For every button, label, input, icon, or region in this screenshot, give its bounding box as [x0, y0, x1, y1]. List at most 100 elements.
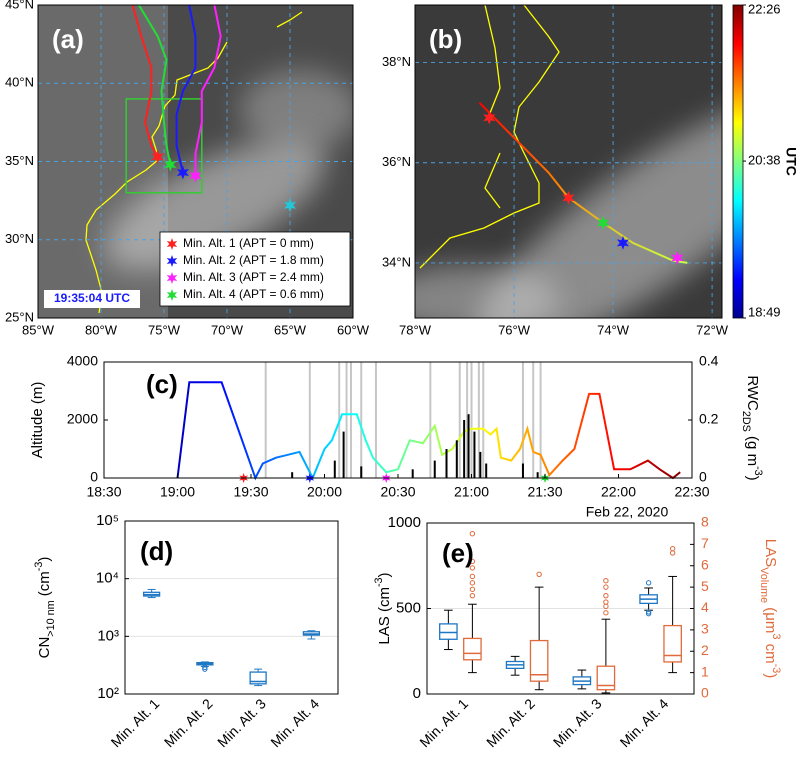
outlier	[536, 571, 542, 577]
y-tick-label: 10⁵	[96, 512, 119, 529]
legend-swatch	[166, 238, 178, 250]
location-star	[283, 198, 297, 213]
outlier	[645, 609, 652, 615]
outlier	[669, 550, 676, 556]
x-tick-label: 21:00	[454, 484, 489, 500]
panel-label: (a)	[52, 24, 84, 54]
x-tick-label: Min. Alt. 1	[108, 695, 163, 750]
panel-label: (b)	[429, 24, 462, 54]
x-tick-label: Min. Alt. 4	[267, 695, 322, 750]
y2-tick-label: 0.4	[699, 353, 719, 369]
y-axis-label-part: CN	[36, 637, 53, 659]
y2-tick-label: 2	[701, 642, 709, 658]
location-star	[616, 235, 629, 250]
x-tick-label: 70°W	[211, 322, 244, 337]
y-tick-label: 10²	[97, 685, 119, 702]
legend-label: Min. Alt. 2 (APT = 1.8 mm)	[183, 253, 324, 267]
trajectory	[137, 4, 172, 165]
x-tick-label: 75°W	[148, 322, 181, 337]
y-tick-label: 10⁴	[96, 570, 119, 587]
x-tick-label: 20:30	[380, 484, 415, 500]
x-tick-label: 22:30	[674, 484, 709, 500]
y2-tick-label: 6	[701, 556, 709, 572]
panel-label: (e)	[442, 538, 474, 568]
y2-axis-label-part: LAS	[762, 539, 779, 567]
trajectory-end-star	[176, 165, 189, 180]
x-tick-label: 20:00	[307, 484, 342, 500]
rwc-bar	[455, 440, 458, 478]
y2-tick-label: 0	[701, 685, 709, 701]
y-axis-label: CN>10 nm (cm-3)	[33, 557, 57, 659]
y-tick-label: 30°N	[5, 231, 34, 246]
x-tick-label: 65°W	[274, 322, 307, 337]
y-axis-label-part: (cm	[36, 571, 53, 600]
rwc-bar	[360, 466, 363, 478]
y2-tick-label: 3	[701, 621, 709, 637]
x-tick-label: 19:00	[160, 484, 195, 500]
trajectory-end-star	[189, 168, 202, 183]
y2-tick-label: 8	[701, 514, 709, 530]
y2-tick-label: 7	[701, 535, 709, 551]
trajectory	[131, 4, 159, 158]
panel-label: (c)	[146, 369, 178, 399]
trajectory	[194, 4, 222, 176]
y2-axis-label-part: (g m	[744, 432, 761, 466]
y-axis-label-part: -3	[373, 577, 385, 587]
box	[439, 623, 458, 640]
outlier	[603, 603, 609, 610]
box	[596, 665, 616, 691]
trajectory-end-star	[151, 149, 164, 164]
y2-tick-label: 0	[699, 469, 707, 485]
y2-axis-label-part: )	[762, 673, 779, 678]
legend-swatch	[166, 255, 178, 267]
y-tick-label: 10³	[97, 627, 119, 644]
y-axis-label-part: )	[36, 557, 53, 562]
colorbar-tick-label: 18:49	[748, 304, 781, 319]
colorbar-tick-label: 20:38	[748, 153, 781, 168]
legend-swatch	[166, 272, 178, 284]
x-tick-label: 60°W	[337, 322, 370, 337]
legend-box	[159, 231, 351, 307]
y2-tick-label: 1	[701, 663, 709, 679]
x-tick-label: 74°W	[597, 322, 630, 337]
y2-axis-label-part: cm	[762, 639, 779, 663]
y-tick-label: 34°N	[382, 254, 411, 269]
x-tick-label: Min. Alt. 3	[550, 695, 605, 750]
box	[249, 671, 267, 685]
outlier	[645, 610, 652, 617]
y2-axis-label-part: -3	[752, 466, 764, 476]
map-b-background	[415, 5, 722, 318]
box	[463, 637, 482, 661]
outlier	[645, 580, 652, 586]
annotation-box	[44, 290, 140, 308]
outlier	[603, 578, 609, 584]
rwc-bar	[342, 431, 345, 478]
legend-swatch	[166, 289, 178, 301]
rwc-bar	[536, 472, 539, 478]
y2-axis-label: RWC2DS (g m-3)	[740, 375, 764, 480]
box	[529, 639, 549, 682]
y-tick-label: 36°N	[382, 154, 411, 169]
outlier	[469, 530, 476, 537]
y2-axis-label-part: -3	[770, 664, 782, 674]
legend-label: Min. Alt. 4 (APT = 0.6 mm)	[183, 287, 324, 301]
y-axis-label: Altitude (m)	[29, 382, 46, 459]
legend-label: Min. Alt. 1 (APT = 0 mm)	[183, 236, 314, 250]
rwc-bar	[521, 463, 524, 478]
rwc-bar	[411, 469, 414, 478]
x-tick-label: 18:30	[86, 484, 121, 500]
y-tick-label: 40°N	[5, 75, 34, 90]
trajectory	[175, 4, 197, 173]
rwc-bar	[433, 460, 436, 478]
axes-frame	[124, 520, 339, 695]
y-axis-label-part: -3	[33, 562, 45, 572]
y2-axis-label-part: )	[744, 476, 761, 481]
rwc-bar	[291, 472, 294, 478]
y-tick-label: 25°N	[5, 309, 34, 324]
y2-tick-label: 0.2	[699, 411, 719, 427]
y-tick-label: 0	[413, 685, 421, 702]
legend-label: Min. Alt. 3 (APT = 2.4 mm)	[183, 270, 324, 284]
y-tick-label: 35°N	[5, 153, 34, 168]
x-tick-label: Min. Alt. 2	[161, 695, 216, 750]
